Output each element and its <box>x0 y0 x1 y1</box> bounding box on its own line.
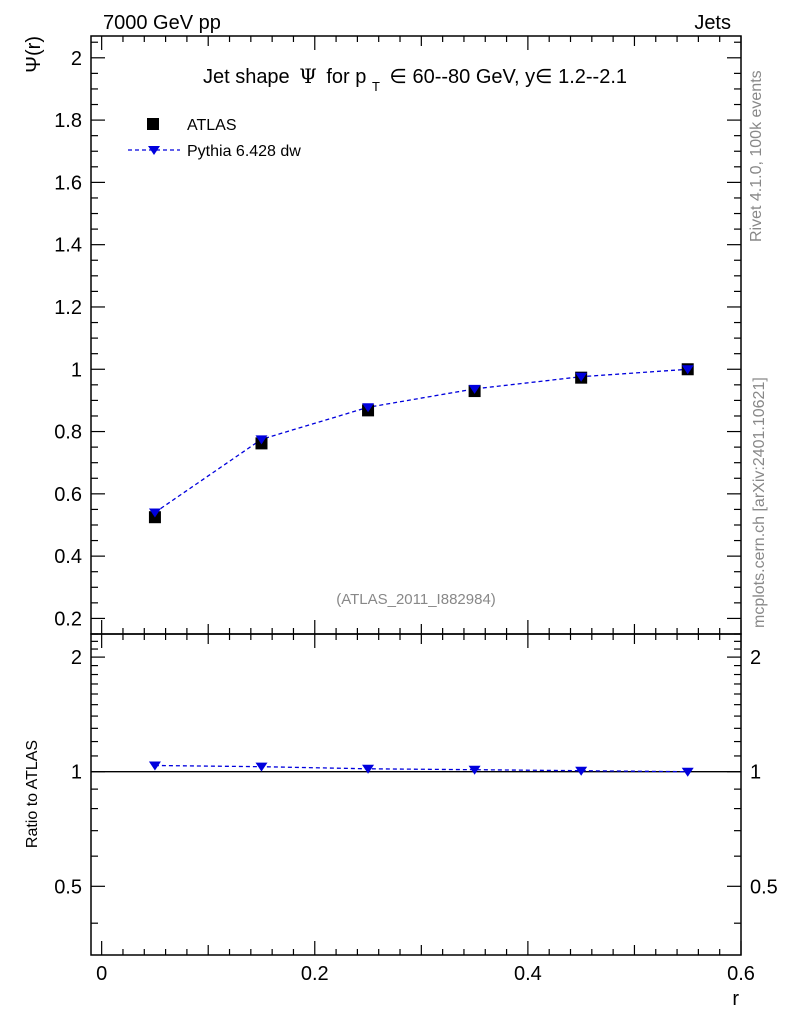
legend: ATLAS Pythia 6.428 dw <box>128 117 301 160</box>
pythia-series-line <box>154 368 688 514</box>
x-tick-label: 0.4 <box>514 963 542 985</box>
title-part-a: Jet shape <box>203 66 290 88</box>
y-tick-label: 1 <box>71 359 82 381</box>
chart-title: Jet shape Ψ for p T ∈ 60--80 GeV, y∈ 1.2… <box>203 64 627 96</box>
ratio-y-tick-label: 1 <box>71 762 82 784</box>
ratio-data-point <box>255 762 268 772</box>
y-tick-label: 1.2 <box>54 297 82 319</box>
y-tick-label: 0.8 <box>54 422 82 444</box>
ratio-plot-frame <box>90 633 742 956</box>
title-part-d: ∈ 60--80 GeV, y∈ 1.2--2.1 <box>389 66 627 88</box>
pythia-data-point <box>255 435 268 445</box>
y-tick-label: 1.4 <box>54 235 82 257</box>
header-right: Jets <box>694 12 731 34</box>
mcplots-label: mcplots.cern.ch [arXiv:2401.10621] <box>751 377 768 628</box>
ratio-data-point <box>575 766 588 776</box>
pythia-data-point <box>148 508 161 518</box>
ratio-data-point <box>362 764 375 774</box>
analysis-tag: (ATLAS_2011_I882984) <box>336 591 496 608</box>
y-tick-label: 0.4 <box>54 546 82 568</box>
title-part-psi: Ψ <box>299 64 317 88</box>
ratio-data-point <box>148 761 161 771</box>
ratio-data-point <box>681 767 694 777</box>
ratio-y-tick-label: 0.5 <box>54 876 82 898</box>
legend-pythia-marker <box>148 146 160 155</box>
pythia-data-point <box>362 403 375 413</box>
legend-pythia-label: Pythia 6.428 dw <box>187 143 301 160</box>
y-tick-label: 1.6 <box>54 172 82 194</box>
legend-atlas-marker <box>147 118 159 130</box>
x-axis-label: r <box>732 988 739 1010</box>
ratio-y-tick-label-right: 2 <box>750 647 761 669</box>
rivet-label: Rivet 4.1.0, 100k events <box>748 70 765 242</box>
x-tick-label: 0 <box>96 963 107 985</box>
x-tick-label: 0.6 <box>727 963 755 985</box>
y-tick-label: 1.8 <box>54 110 82 132</box>
y-tick-label: 2 <box>71 48 82 70</box>
x-tick-label: 0.2 <box>301 963 329 985</box>
y-axis-label-ratio: Ratio to ATLAS <box>24 740 41 848</box>
legend-atlas-label: ATLAS <box>187 117 237 134</box>
ratio-y-tick-label: 2 <box>71 647 82 669</box>
pythia-data-point <box>681 365 694 375</box>
y-axis-label-main: Ψ(r) <box>23 36 45 73</box>
y-tick-label: 0.6 <box>54 484 82 506</box>
ratio-y-tick-label-right: 1 <box>750 762 761 784</box>
ratio-series-line <box>154 764 688 773</box>
pythia-data-point <box>575 372 588 382</box>
ratio-data-point <box>468 765 481 775</box>
header-left: 7000 GeV pp <box>103 12 221 34</box>
y-tick-label: 0.2 <box>54 608 82 630</box>
title-part-c: for p <box>326 66 366 88</box>
title-subscript: T <box>372 79 380 94</box>
pythia-data-point <box>468 384 481 394</box>
ratio-y-tick-label-right: 0.5 <box>750 876 778 898</box>
